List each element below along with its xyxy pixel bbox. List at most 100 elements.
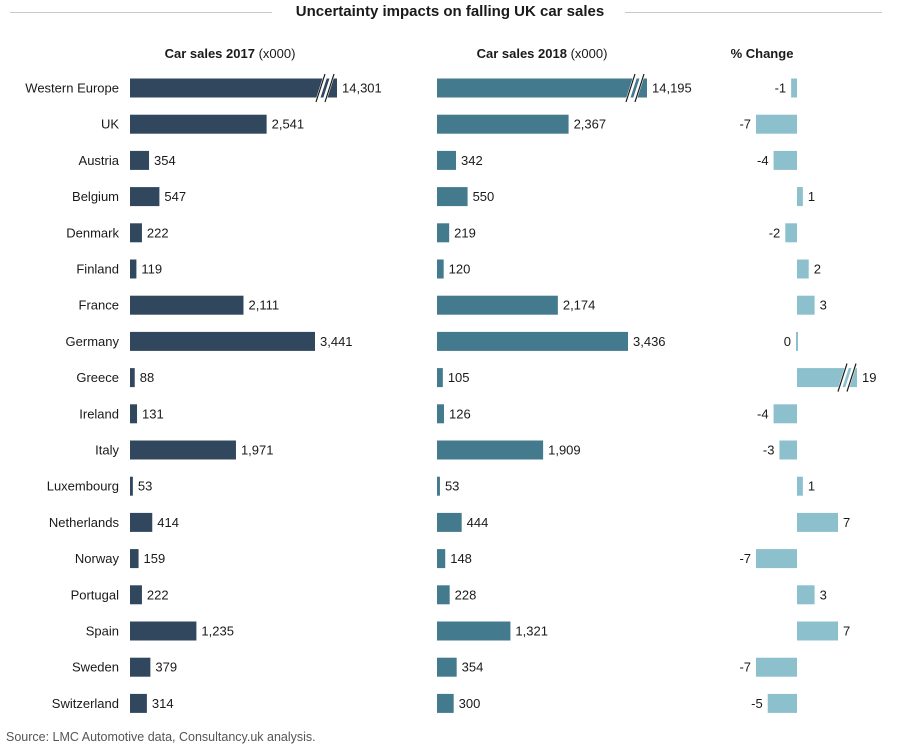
- sales_2017-bar-western-europe-break-line-a: [315, 73, 326, 103]
- sales_2017-label-finland: 119: [141, 262, 162, 277]
- title-row: Uncertainty impacts on falling UK car sa…: [0, 0, 900, 26]
- source-note: Source: LMC Automotive data, Consultancy…: [6, 730, 316, 744]
- category-label-portugal: Portugal: [71, 587, 120, 602]
- change-label-switzerland: -5: [751, 696, 763, 711]
- sales_2017-bar-ireland: [130, 404, 138, 424]
- category-label-finland: Finland: [76, 262, 119, 277]
- sales_2017-label-western-europe: 14,301: [342, 81, 382, 96]
- sales_2018-bar-france: [437, 295, 558, 315]
- sales_2018-label-netherlands: 444: [467, 515, 489, 530]
- change-bar-denmark: [785, 223, 797, 243]
- sales_2017-label-netherlands: 414: [157, 515, 179, 530]
- sales_2017-bar-uk: [130, 114, 267, 134]
- sales_2018-label-spain: 1,321: [515, 624, 548, 639]
- change-bar-spain: [797, 621, 838, 641]
- sales_2017-label-france: 2,111: [248, 298, 279, 313]
- sales_2017-bar-switzerland: [130, 693, 147, 713]
- change-bar-netherlands: [797, 512, 838, 532]
- change-label-spain: 7: [843, 624, 850, 639]
- sales_2017-label-greece: 88: [140, 370, 154, 385]
- sales_2018-bar-western-europe-break-line-a: [625, 73, 636, 103]
- change-label-france: 3: [820, 298, 827, 313]
- sales_2018-bar-western-europe-break-gap-a: [625, 73, 638, 103]
- sales_2017-label-spain: 1,235: [201, 624, 234, 639]
- sales_2017-bar-austria: [130, 150, 150, 170]
- category-label-luxembourg: Luxembourg: [47, 479, 119, 494]
- sales_2018-label-luxembourg: 53: [445, 479, 459, 494]
- sales_2017-bar-western-europe-break-gap-b: [322, 73, 335, 103]
- title-rule-left: [10, 12, 272, 13]
- change-label-ireland: -4: [757, 406, 769, 421]
- heading-sales-2018-unit: (x000): [570, 46, 608, 61]
- sales_2017-label-ireland: 131: [142, 406, 164, 421]
- sales_2018-label-denmark: 219: [454, 225, 476, 240]
- category-label-sweden: Sweden: [72, 660, 119, 675]
- sales_2018-label-greece: 105: [448, 370, 470, 385]
- category-label-switzerland: Switzerland: [52, 696, 119, 711]
- sales_2018-bar-finland: [437, 259, 444, 279]
- sales_2018-label-sweden: 354: [462, 660, 484, 675]
- sales_2018-bar-spain: [437, 621, 511, 641]
- sales_2018-bar-uk: [437, 114, 569, 134]
- sales_2017-bar-italy: [130, 440, 236, 460]
- sales_2018-label-belgium: 550: [473, 189, 495, 204]
- bar-chart: Western Europe UK Austria Belgium Denmark Fin…: [25, 73, 876, 713]
- sales_2018-label-switzerland: 300: [459, 696, 481, 711]
- sales_2017-bar-finland: [130, 259, 137, 279]
- sales_2018-bar-portugal: [437, 585, 450, 605]
- sales_2018-bar-germany: [437, 331, 628, 351]
- change-bar-austria: [773, 150, 797, 170]
- category-label-spain: Spain: [86, 624, 119, 639]
- sales_2018-label-norway: 148: [450, 551, 472, 566]
- sales_2017-bar-belgium: [130, 187, 160, 207]
- change-label-denmark: -2: [769, 225, 781, 240]
- category-label-denmark: Denmark: [66, 225, 119, 240]
- sales_2017-label-denmark: 222: [147, 225, 169, 240]
- sales_2017-bar-france: [130, 295, 244, 315]
- sales_2018-bar-belgium: [437, 187, 468, 207]
- sales_2017-label-italy: 1,971: [241, 443, 274, 458]
- change-bar-norway: [756, 549, 797, 569]
- change-bar-western-europe: [791, 78, 797, 98]
- change-bar-greece-break-gap-a: [837, 362, 850, 393]
- change-label-portugal: 3: [820, 587, 827, 602]
- change-label-austria: -4: [757, 153, 769, 168]
- sales_2018-label-portugal: 228: [455, 587, 477, 602]
- sales_2018-bar-western-europe: [437, 78, 647, 98]
- sales_2018-label-uk: 2,367: [574, 117, 607, 132]
- sales_2018-bar-italy: [437, 440, 544, 460]
- sales_2018-bar-luxembourg: [437, 476, 440, 496]
- sales_2017-bar-western-europe-break-gap-a: [315, 73, 328, 103]
- category-label-italy: Italy: [95, 443, 119, 458]
- change-label-norway: -7: [739, 551, 751, 566]
- sales_2017-bar-netherlands: [130, 512, 153, 532]
- sales_2017-bar-sweden: [130, 657, 151, 677]
- category-label-germany: Germany: [66, 334, 120, 349]
- sales_2018-label-italy: 1,909: [548, 443, 581, 458]
- change-bar-italy: [779, 440, 797, 460]
- change-bar-belgium: [797, 187, 803, 207]
- sales_2018-bar-western-europe-break-gap-b: [632, 73, 645, 103]
- heading-change-label: % Change: [730, 46, 794, 61]
- sales_2018-bar-austria: [437, 150, 457, 170]
- category-label-uk: UK: [101, 117, 119, 132]
- sales_2018-bar-norway: [437, 549, 446, 569]
- sales_2018-label-western-europe: 14,195: [652, 81, 692, 96]
- change-bar-sweden: [756, 657, 797, 677]
- change-label-uk: -7: [739, 117, 751, 132]
- change-bar-switzerland: [767, 693, 797, 713]
- sales_2018-label-austria: 342: [461, 153, 483, 168]
- sales_2017-bar-portugal: [130, 585, 142, 605]
- sales_2018-bar-sweden: [437, 657, 457, 677]
- chart-title: Uncertainty impacts on falling UK car sa…: [295, 3, 605, 20]
- change-label-belgium: 1: [808, 189, 815, 204]
- change-bar-portugal: [797, 585, 815, 605]
- heading-change: % Change: [727, 46, 797, 61]
- sales_2017-bar-western-europe-break-line-b: [324, 73, 335, 103]
- title-rule-right: [625, 12, 882, 13]
- sales_2017-bar-luxembourg: [130, 476, 133, 496]
- sales_2018-bar-ireland: [437, 404, 445, 424]
- heading-sales-2018: Car sales 2018 (x000): [437, 46, 647, 61]
- sales_2017-bar-germany: [130, 331, 315, 351]
- change-label-netherlands: 7: [843, 515, 850, 530]
